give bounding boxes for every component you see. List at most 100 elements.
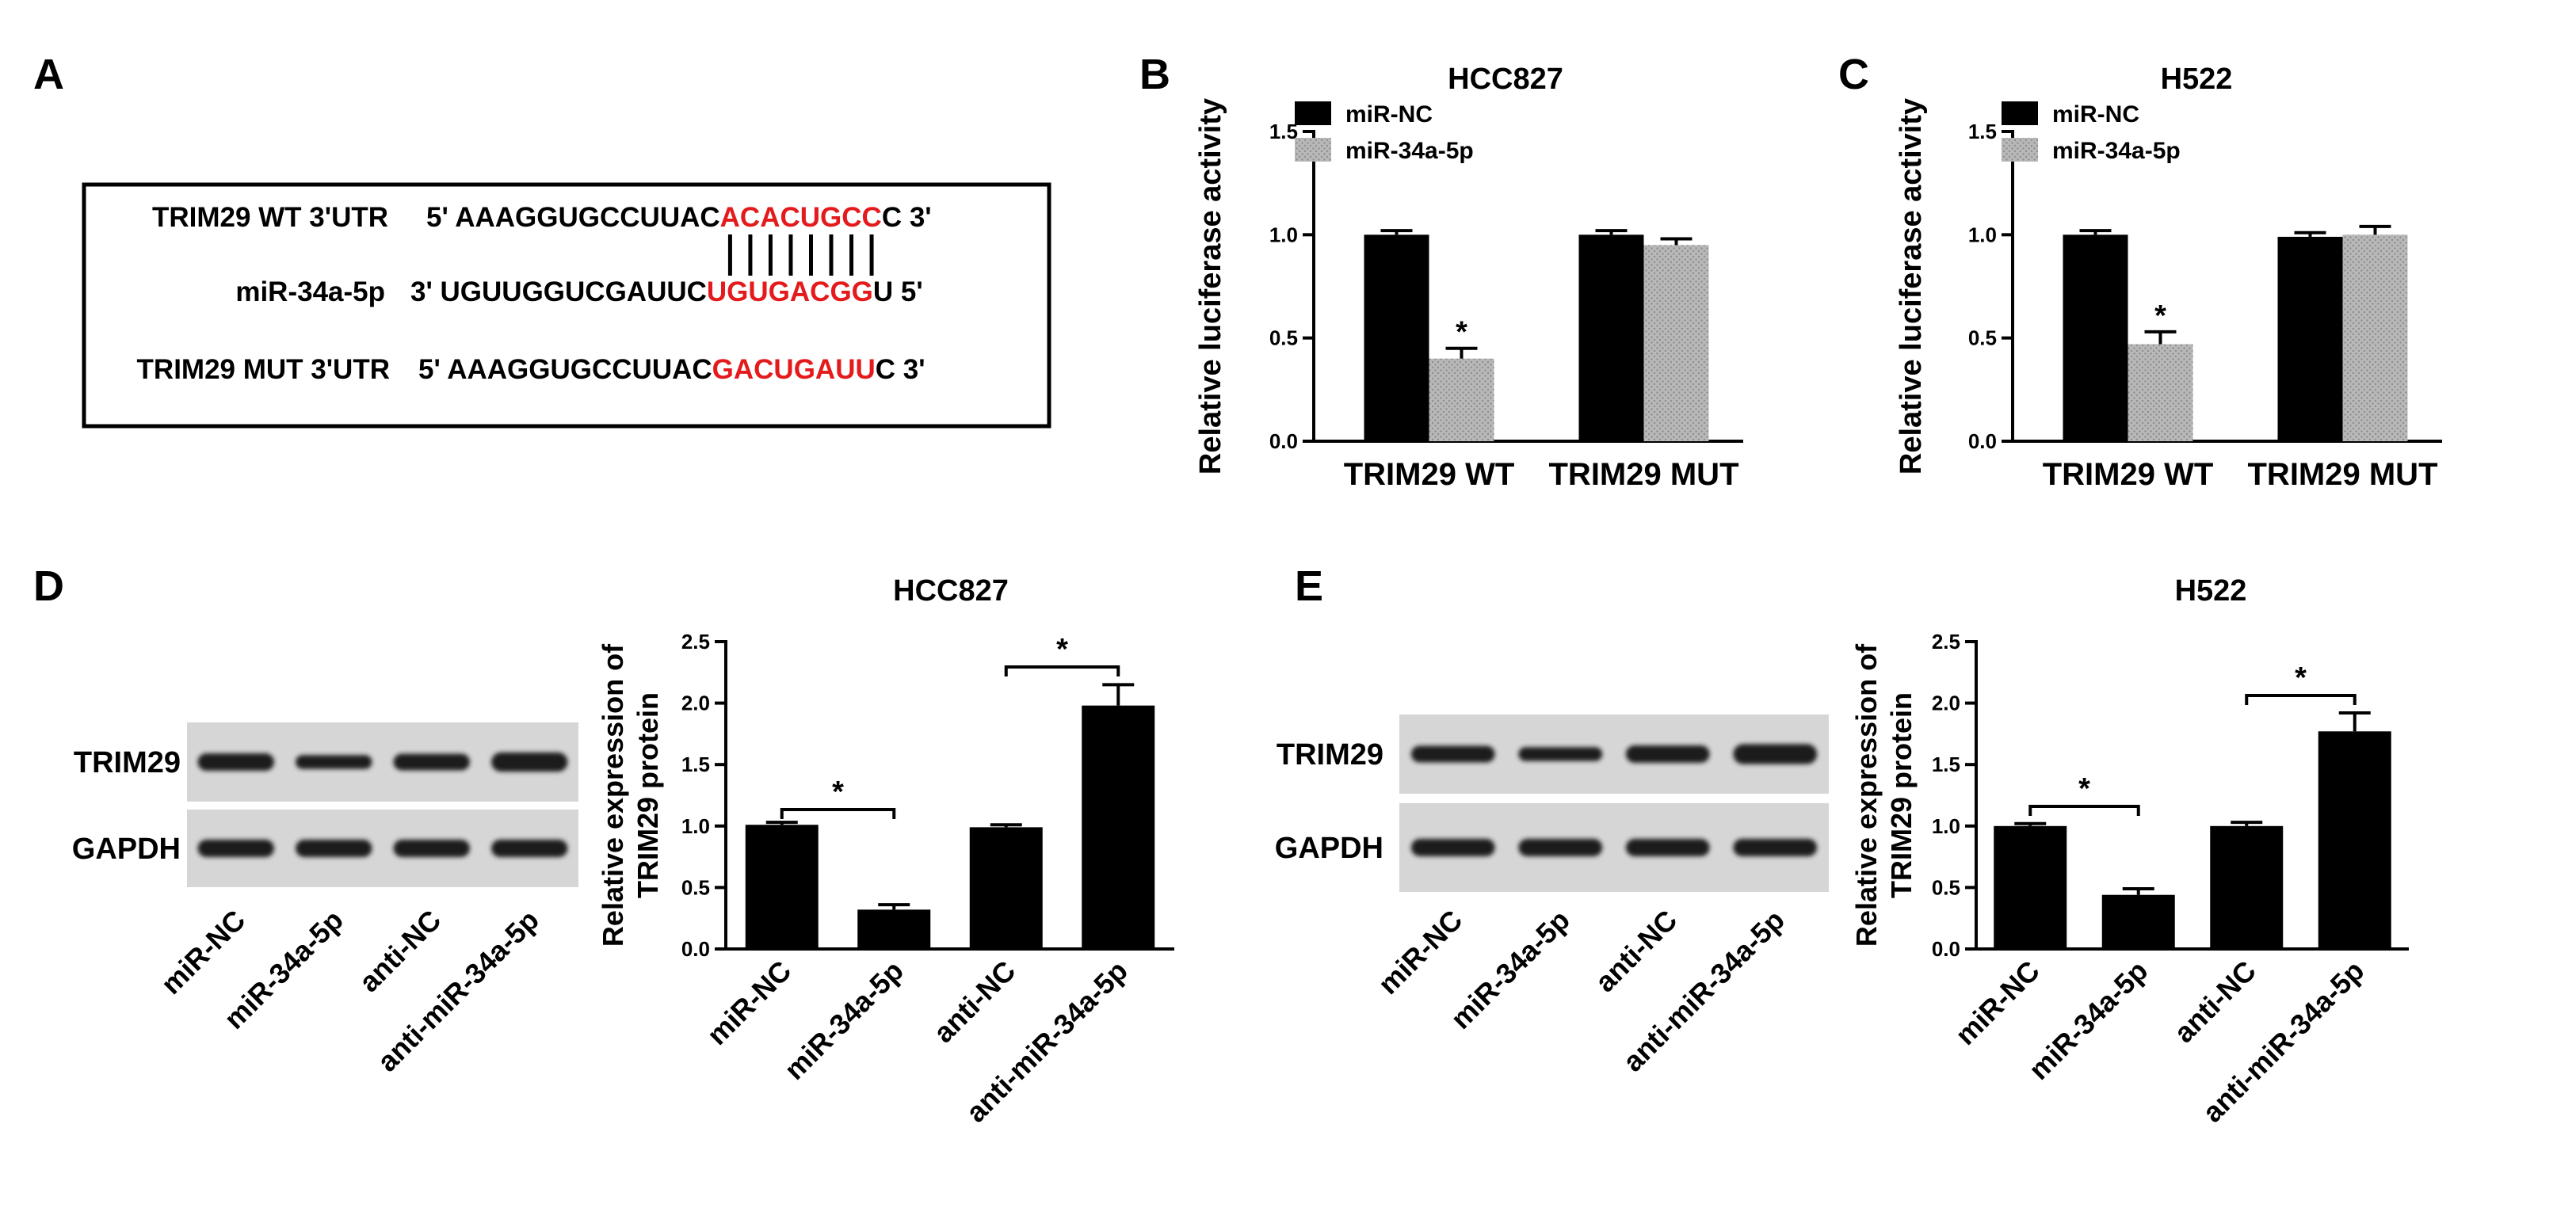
blot-band — [491, 840, 568, 857]
x-tick-label: miR-34a-5p — [778, 955, 910, 1086]
bar — [1994, 825, 2067, 949]
y-tick-label: 1.5 — [1269, 120, 1298, 143]
bar — [969, 827, 1043, 949]
bar — [1578, 234, 1644, 441]
mirna-seed: UGUGACGG — [707, 276, 873, 307]
blot-band — [393, 753, 470, 771]
panel-letter-a: A — [33, 51, 64, 98]
bar — [2342, 234, 2408, 441]
blot-band — [393, 840, 470, 857]
mut-utr-label: TRIM29 MUT 3'UTR — [137, 354, 390, 385]
wt-utr-label: TRIM29 WT 3'UTR — [152, 202, 388, 233]
y-tick-label: 1.5 — [1968, 120, 1997, 143]
legend-label: miR-34a-5p — [2052, 138, 2181, 164]
bar — [745, 825, 819, 949]
mirna-sequence: 3' UGUUGGUCGAUUCUGUGACGGU 5' — [410, 276, 923, 307]
blot-band — [1733, 839, 1818, 856]
bar — [1364, 234, 1429, 441]
blot-band — [296, 840, 372, 857]
legend-label: miR-NC — [2052, 101, 2139, 128]
mirna-prefix: 3' UGUUGGUCGAUUC — [410, 276, 707, 307]
chart-c-luciferase-h522: H522 0.0 0.5 1.0 1.5 Relative luciferase acti… — [1895, 63, 2442, 492]
wt-utr-suffix: C 3' — [882, 202, 932, 233]
chart-title: H522 — [2175, 574, 2247, 608]
significance-star: * — [1056, 633, 1068, 666]
chart-title: HCC827 — [893, 574, 1009, 608]
significance-bracket — [1004, 665, 1120, 676]
x-tick-label: TRIM29 WT — [2043, 457, 2214, 492]
blot-band — [1518, 839, 1603, 856]
panel-letter-e: E — [1295, 562, 1323, 610]
y-axis-label: Relative luciferase activity — [1895, 98, 1928, 474]
blot-lane-label: miR-NC — [1372, 904, 1468, 1000]
blot-band — [491, 752, 568, 772]
sequence-box — [82, 182, 1051, 429]
panel-letter-d: D — [33, 562, 64, 610]
mut-utr-prefix: 5' AAAGGUGCCUUAC — [418, 354, 712, 385]
sequence-alignment-panel: TRIM29 WT 3'UTR 5' AAAGGUGCCUUACACACUGCC… — [82, 182, 1051, 429]
legend-swatch — [1295, 138, 1331, 162]
mut-utr-sequence: 5' AAAGGUGCCUUACGACUGAUUC 3' — [418, 354, 925, 385]
x-tick-label: TRIM29 WT — [1344, 457, 1515, 492]
bar — [1429, 358, 1494, 441]
x-tick-label: TRIM29 MUT — [1549, 457, 1739, 492]
y-axis-label: Relative expression ofTRIM29 protein — [1850, 643, 1918, 947]
y-tick-label: 1.0 — [1968, 223, 1997, 246]
bar — [2210, 825, 2284, 949]
y-tick-label: 0.0 — [1968, 429, 1997, 453]
y-axis-label: Relative luciferase activity — [1194, 98, 1227, 474]
blot-band — [1410, 839, 1495, 856]
bar — [2277, 236, 2343, 441]
y-tick-label: 2.5 — [681, 630, 710, 654]
blot-band — [1518, 747, 1603, 761]
blot-row-label: TRIM29 — [1277, 738, 1383, 772]
y-tick-label: 2.0 — [681, 692, 710, 715]
blot-row-label: GAPDH — [1275, 832, 1383, 865]
mirna-suffix: U 5' — [873, 276, 923, 307]
blot-band — [1733, 744, 1818, 764]
y-tick-label: 2.5 — [1932, 630, 1960, 654]
blot-lane-label: miR-NC — [155, 904, 251, 1000]
y-tick-label: 2.0 — [1932, 692, 1960, 715]
y-tick-label: 0.0 — [1932, 937, 1960, 961]
significance-bracket — [2245, 694, 2357, 705]
blot-lane-label: anti-NC — [1589, 904, 1684, 999]
blot-row-label: GAPDH — [72, 833, 181, 866]
wt-utr-seed: ACACUGCC — [720, 202, 882, 233]
significance-star: * — [2295, 661, 2307, 695]
x-tick-label: miR-NC — [700, 955, 797, 1051]
significance-star: * — [832, 775, 844, 809]
blot-band — [1625, 745, 1710, 763]
blot-band — [197, 840, 274, 857]
y-tick-label: 1.0 — [681, 814, 710, 838]
blot-band — [1410, 745, 1495, 763]
legend-label: miR-NC — [1345, 101, 1433, 128]
x-tick-label: TRIM29 MUT — [2248, 457, 2438, 492]
y-tick-label: 1.0 — [1932, 814, 1960, 838]
chart-title: HCC827 — [1448, 63, 1563, 96]
bar — [1082, 705, 1155, 949]
wt-utr-sequence: 5' AAAGGUGCCUUACACACUGCCC 3' — [426, 202, 932, 233]
blot-band — [1625, 839, 1710, 856]
significance-bracket — [2028, 805, 2140, 816]
significance-star: * — [2078, 772, 2090, 806]
y-axis-label: Relative expression ofTRIM29 protein — [597, 643, 664, 947]
significance-star: * — [2154, 299, 2166, 333]
y-tick-label: 1.5 — [1932, 753, 1960, 776]
legend-swatch — [2002, 101, 2038, 125]
bar — [2128, 344, 2193, 441]
legend-label: miR-34a-5p — [1345, 138, 1474, 164]
y-tick-label: 1.5 — [681, 753, 710, 776]
blot-lane-label: anti-miR-34a-5p — [371, 904, 545, 1078]
significance-bracket — [780, 808, 896, 819]
mut-utr-suffix: C 3' — [876, 354, 925, 385]
y-tick-label: 0.5 — [1932, 875, 1960, 899]
y-tick-label: 1.0 — [1269, 223, 1298, 246]
x-tick-label: anti-NC — [2167, 955, 2262, 1050]
legend-swatch — [2002, 138, 2038, 162]
bar — [1643, 245, 1709, 441]
x-tick-label: anti-NC — [927, 955, 1022, 1050]
